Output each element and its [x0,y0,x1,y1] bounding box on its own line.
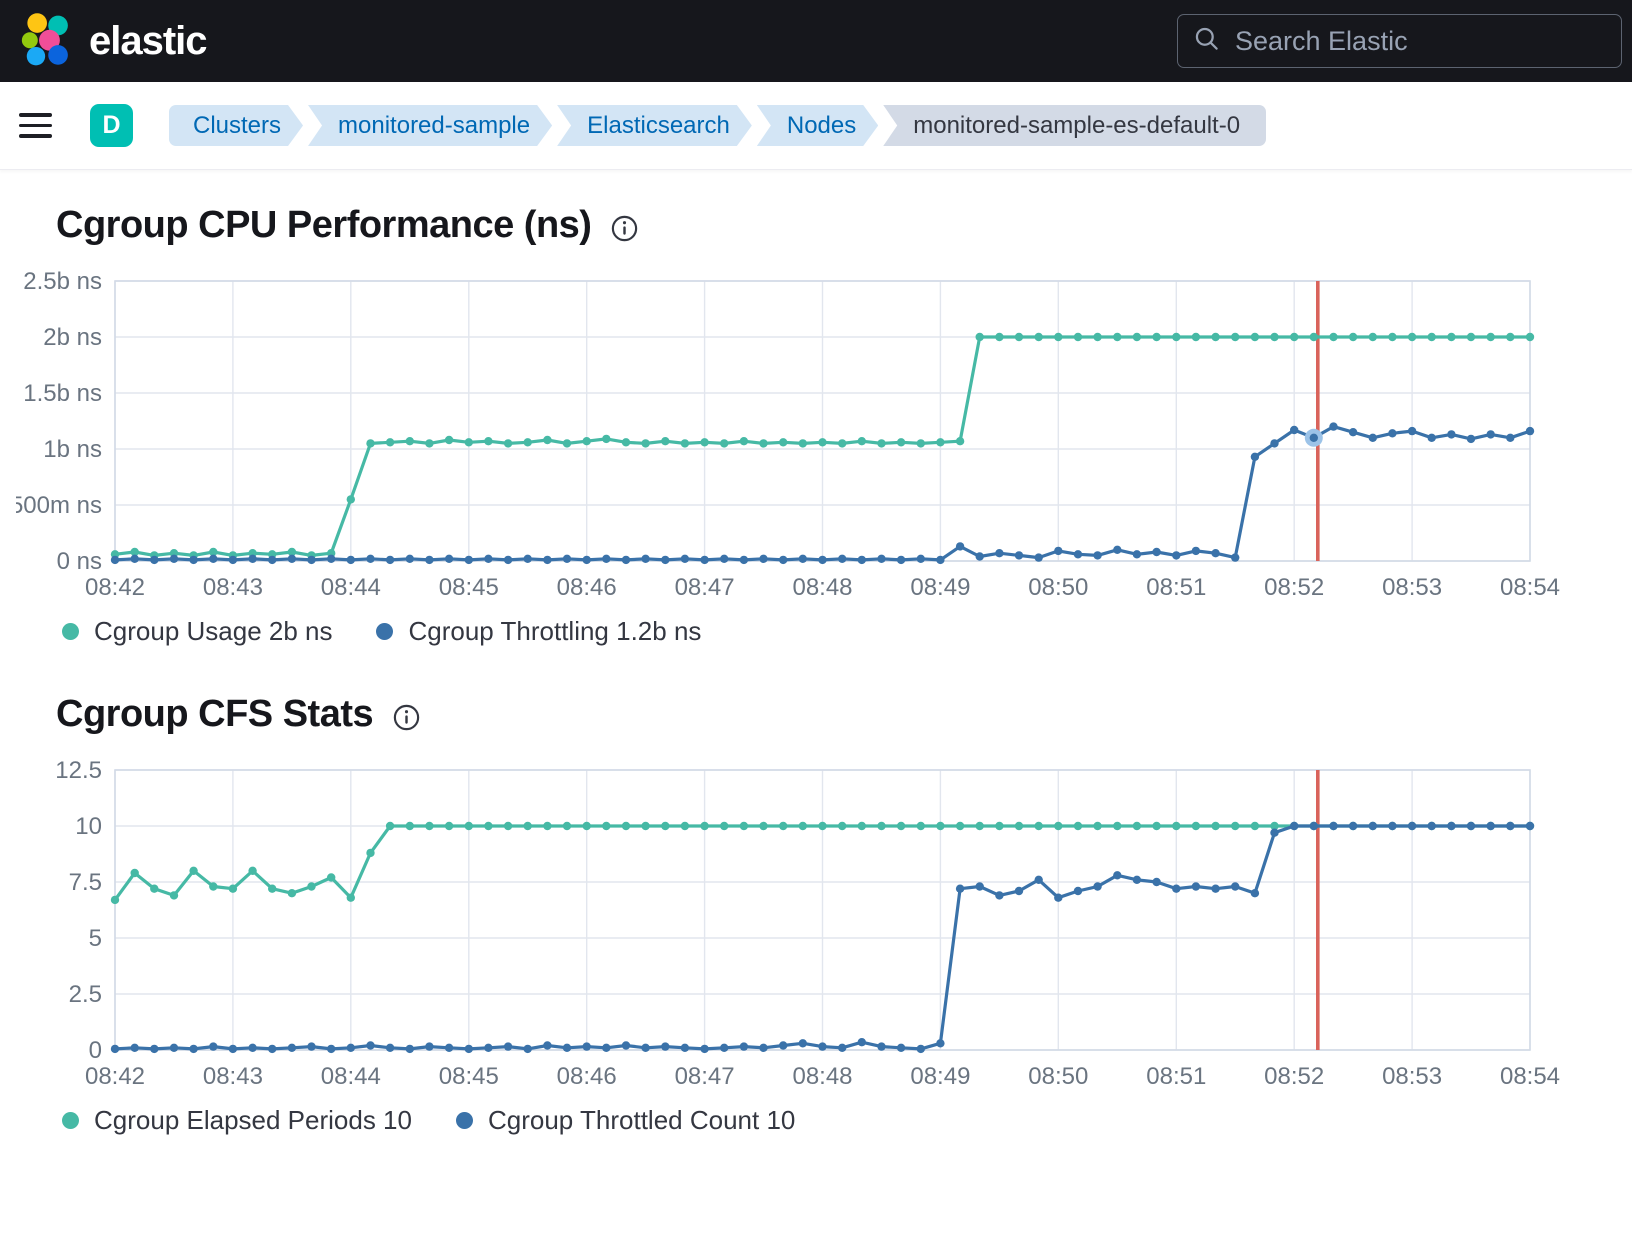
legend-dot-blue [376,623,394,640]
legend-label: Cgroup Usage 2b ns [94,616,333,646]
svg-text:08:46: 08:46 [557,574,617,601]
legend-item-cgroup-throttling[interactable]: Cgroup Throttling 1.2b ns [376,616,701,647]
svg-text:08:48: 08:48 [792,1063,852,1090]
svg-text:08:42: 08:42 [85,1063,145,1090]
cpu-performance-chart[interactable]: 0 ns 500m ns 1b ns 1.5b ns 2b ns 2.5b ns 08:42… [10,268,1616,610]
legend-item-elapsed-periods[interactable]: Cgroup Elapsed Periods 10 [62,1105,412,1136]
svg-text:1.5b ns: 1.5b ns [23,380,102,407]
svg-text:2.5b ns: 2.5b ns [23,271,102,295]
svg-text:08:49: 08:49 [910,574,970,601]
svg-text:7.5: 7.5 [69,869,102,896]
legend-item-throttled-count[interactable]: Cgroup Throttled Count 10 [455,1105,796,1136]
cpu-performance-title: Cgroup CPU Performance (ns) [56,204,592,246]
legend-label: Cgroup Throttling 1.2b ns [408,616,702,646]
legend-dot-teal [62,1112,79,1129]
elastic-brand[interactable]: elastic [20,12,208,71]
cpu-performance-legend: Cgroup Usage 2b ns Cgroup Throttling 1.2… [62,616,1616,647]
cfs-stats-title: Cgroup CFS Stats [56,693,374,735]
legend-label: Cgroup Elapsed Periods 10 [94,1105,412,1135]
search-icon [1193,25,1220,57]
breadcrumb: Clusters monitored-sample Elasticsearch … [169,105,1271,146]
legend-dot-teal [62,623,79,640]
svg-text:08:46: 08:46 [557,1063,617,1090]
svg-text:500m ns: 500m ns [16,492,102,519]
svg-text:08:52: 08:52 [1264,1063,1324,1090]
svg-text:08:44: 08:44 [321,574,381,601]
breadcrumb-clusters[interactable]: Clusters [169,105,303,146]
svg-text:1b ns: 1b ns [43,436,102,463]
svg-text:08:45: 08:45 [439,1063,499,1090]
svg-text:2.5: 2.5 [69,981,102,1008]
legend-item-cgroup-usage[interactable]: Cgroup Usage 2b ns [62,616,332,647]
svg-text:08:47: 08:47 [675,574,735,601]
menu-hamburger-icon[interactable] [10,100,62,152]
breadcrumb-bar: D Clusters monitored-sample Elasticsearc… [0,82,1632,170]
svg-text:08:43: 08:43 [203,574,263,601]
svg-text:08:54: 08:54 [1500,574,1560,601]
main-content: Cgroup CPU Performance (ns) 0 ns 500m ns 1… [0,204,1632,1136]
svg-text:0 ns: 0 ns [57,548,102,575]
svg-text:08:50: 08:50 [1028,1063,1088,1090]
svg-text:08:43: 08:43 [203,1063,263,1090]
breadcrumb-current-node: monitored-sample-es-default-0 [883,105,1267,146]
svg-text:12.5: 12.5 [55,760,102,784]
svg-text:10: 10 [75,813,102,840]
search-input[interactable] [1233,24,1606,58]
svg-text:08:53: 08:53 [1382,1063,1442,1090]
svg-text:08:45: 08:45 [439,574,499,601]
elastic-logo-icon [20,12,74,71]
legend-dot-blue [455,1112,473,1129]
svg-text:08:47: 08:47 [675,1063,735,1090]
svg-text:08:50: 08:50 [1028,574,1088,601]
info-icon[interactable] [611,215,638,242]
global-search[interactable] [1177,14,1622,68]
svg-text:08:52: 08:52 [1264,574,1324,601]
svg-text:08:42: 08:42 [85,574,145,601]
breadcrumb-monitored-sample[interactable]: monitored-sample [308,105,552,146]
cfs-stats-chart[interactable]: 0 2.5 5 7.5 10 12.5 08:42 08:43 08:44 08:45 08:46 0… [16,757,1616,1099]
breadcrumb-elasticsearch[interactable]: Elasticsearch [557,105,752,146]
svg-text:08:49: 08:49 [910,1063,970,1090]
svg-text:08:48: 08:48 [792,574,852,601]
svg-text:08:54: 08:54 [1500,1063,1560,1090]
info-icon[interactable] [393,704,420,731]
cfs-stats-legend: Cgroup Elapsed Periods 10 Cgroup Throttl… [62,1105,1616,1136]
deployment-badge[interactable]: D [90,104,133,147]
breadcrumb-nodes[interactable]: Nodes [757,105,878,146]
svg-text:08:51: 08:51 [1146,1063,1206,1090]
svg-text:5: 5 [89,925,102,952]
top-header: elastic [0,0,1632,82]
svg-text:08:44: 08:44 [321,1063,381,1090]
svg-text:08:51: 08:51 [1146,574,1206,601]
legend-label: Cgroup Throttled Count 10 [487,1105,796,1135]
svg-text:0: 0 [89,1037,102,1064]
svg-text:08:53: 08:53 [1382,574,1442,601]
brand-name: elastic [89,18,208,63]
svg-text:2b ns: 2b ns [43,324,102,351]
